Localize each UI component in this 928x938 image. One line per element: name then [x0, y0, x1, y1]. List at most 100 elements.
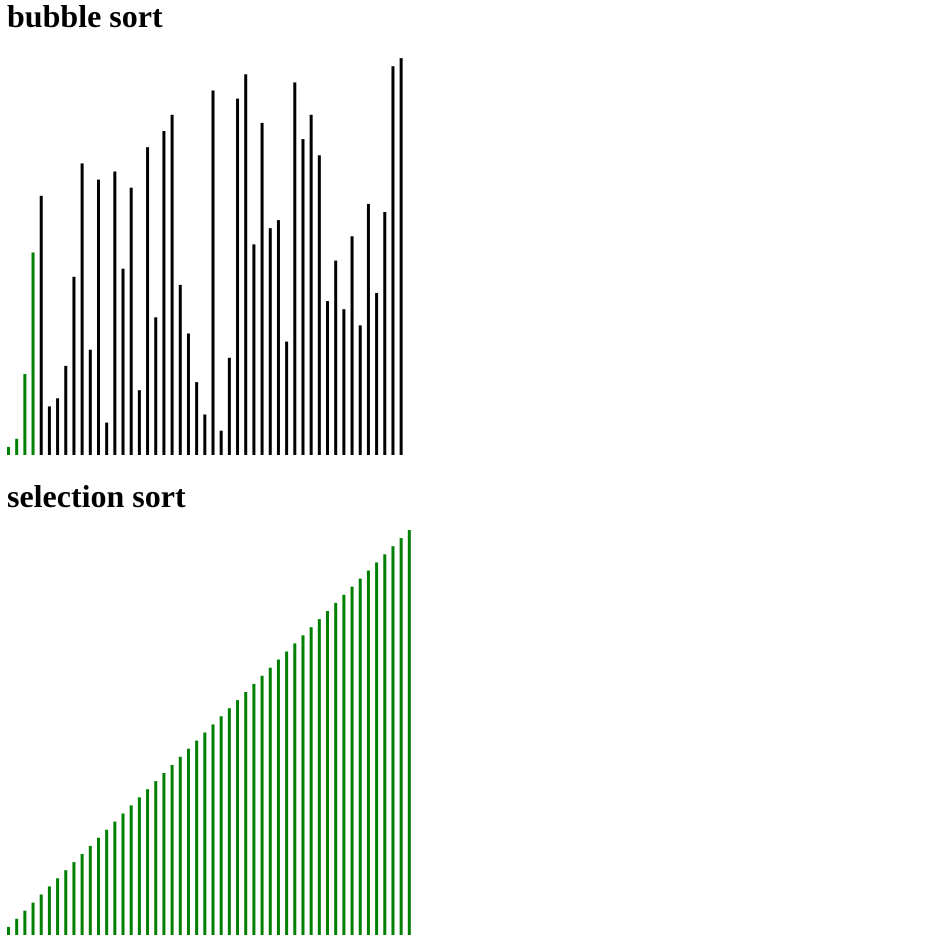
selection-sort-bar — [203, 732, 207, 935]
bubble-sort-bar — [113, 171, 117, 455]
selection-sort-bar — [105, 829, 109, 935]
selection-sort-bar — [260, 675, 264, 935]
bubble-sort-bar — [350, 236, 354, 455]
bubble-sort-bar — [334, 260, 338, 455]
selection-sort-bar — [15, 918, 19, 935]
bubble-sort-bar — [244, 74, 248, 456]
selection-sort-bar — [375, 562, 379, 935]
bubble-sort-bar — [260, 122, 264, 456]
bubble-sort-bar — [39, 195, 43, 456]
selection-sort-bar — [47, 886, 51, 935]
bubble-sort-bar — [64, 365, 68, 455]
selection-sort-bar — [326, 611, 330, 935]
bubble-sort-bar — [15, 438, 19, 455]
selection-sort-bar — [72, 862, 76, 935]
selection-sort-bar — [162, 773, 166, 935]
selection-sort-bar — [293, 643, 297, 935]
selection-sort-bar — [285, 651, 289, 935]
bubble-sort-bar — [391, 66, 395, 455]
bubble-sort-bar — [399, 58, 403, 455]
bubble-sort-bar — [268, 228, 272, 455]
selection-sort-bar — [276, 659, 280, 935]
selection-sort-bar — [80, 854, 84, 935]
selection-sort-bar — [227, 708, 231, 935]
selection-sort-bar — [268, 667, 272, 935]
bubble-sort-bar — [7, 446, 10, 455]
selection-sort-bar — [186, 748, 190, 935]
selection-sort-bar — [358, 578, 362, 935]
bubble-sort-bar — [31, 252, 35, 455]
bubble-sort-bar — [178, 284, 182, 455]
selection-sort-section: selection sort — [0, 478, 928, 938]
bubble-sort-bar — [383, 212, 387, 455]
bubble-sort-bar — [56, 398, 60, 455]
bubble-sort-bar — [276, 220, 280, 455]
bubble-sort-plot — [7, 58, 403, 456]
selection-sort-bar — [88, 845, 92, 935]
selection-sort-bar — [23, 910, 27, 935]
bubble-sort-bar — [285, 341, 289, 455]
bubble-sort-bar — [366, 203, 370, 455]
bubble-sort-bar — [317, 155, 321, 456]
selection-sort-bar — [383, 554, 387, 935]
selection-sort-bar — [96, 837, 100, 935]
selection-sort-bar — [195, 740, 199, 935]
selection-sort-title: selection sort — [7, 478, 186, 514]
bubble-sort-bar — [375, 293, 379, 455]
bubble-sort-bar — [154, 317, 158, 455]
bubble-sort-bar — [146, 147, 150, 455]
selection-sort-bar — [366, 570, 370, 935]
bubble-sort-bar — [72, 276, 76, 455]
selection-sort-plot — [7, 530, 411, 935]
bubble-sort-bar — [203, 414, 207, 455]
bubble-sort-bar — [47, 406, 51, 455]
selection-sort-bar — [244, 692, 248, 935]
bubble-sort-bar — [170, 114, 174, 456]
bubble-sort-bar — [252, 244, 256, 455]
selection-sort-bar — [407, 530, 411, 935]
bubble-sort-bar — [211, 90, 215, 455]
bubble-sort-bar — [162, 131, 166, 455]
selection-sort-bar — [399, 538, 403, 935]
selection-sort-bar — [252, 683, 256, 935]
selection-sort-bar — [317, 619, 321, 935]
bubble-sort-bar — [129, 187, 133, 455]
selection-sort-bar — [309, 627, 313, 935]
selection-sort-bar — [236, 700, 240, 935]
bubble-sort-bar — [105, 422, 109, 455]
selection-sort-bar — [39, 894, 43, 935]
bubble-sort-bar — [80, 163, 84, 455]
bubble-sort-bar — [301, 139, 305, 455]
selection-sort-bar — [301, 635, 305, 935]
bubble-sort-bar — [195, 382, 199, 455]
selection-sort-bar — [170, 764, 174, 935]
selection-sort-bar — [146, 789, 150, 935]
selection-sort-bar — [178, 756, 182, 935]
selection-sort-bar — [129, 805, 133, 935]
selection-sort-bar — [113, 821, 117, 935]
selection-sort-bar — [342, 594, 346, 935]
selection-sort-bar — [121, 813, 125, 935]
selection-sort-bar — [64, 870, 68, 935]
selection-sort-bar — [350, 586, 354, 935]
selection-sort-bar — [137, 797, 141, 935]
bubble-sort-bar — [358, 325, 362, 455]
bubble-sort-bar — [236, 98, 240, 455]
bubble-sort-section: bubble sort — [0, 0, 928, 460]
bubble-sort-bar — [121, 268, 125, 455]
selection-sort-bar — [219, 716, 223, 935]
bubble-sort-bar — [23, 374, 27, 455]
selection-sort-bar — [211, 724, 215, 935]
bubble-sort-bar — [293, 82, 297, 456]
selection-sort-bar — [154, 781, 158, 935]
bubble-sort-bar — [219, 430, 223, 455]
selection-sort-bar — [334, 602, 338, 935]
bubble-sort-bar — [342, 309, 346, 455]
bubble-sort-bar — [326, 301, 330, 455]
bubble-sort-title: bubble sort — [7, 0, 163, 34]
bubble-sort-bar — [96, 179, 100, 455]
bubble-sort-bar — [88, 349, 92, 455]
selection-sort-bar — [7, 926, 10, 935]
bubble-sort-bar — [309, 114, 313, 456]
selection-sort-bar — [391, 546, 395, 935]
